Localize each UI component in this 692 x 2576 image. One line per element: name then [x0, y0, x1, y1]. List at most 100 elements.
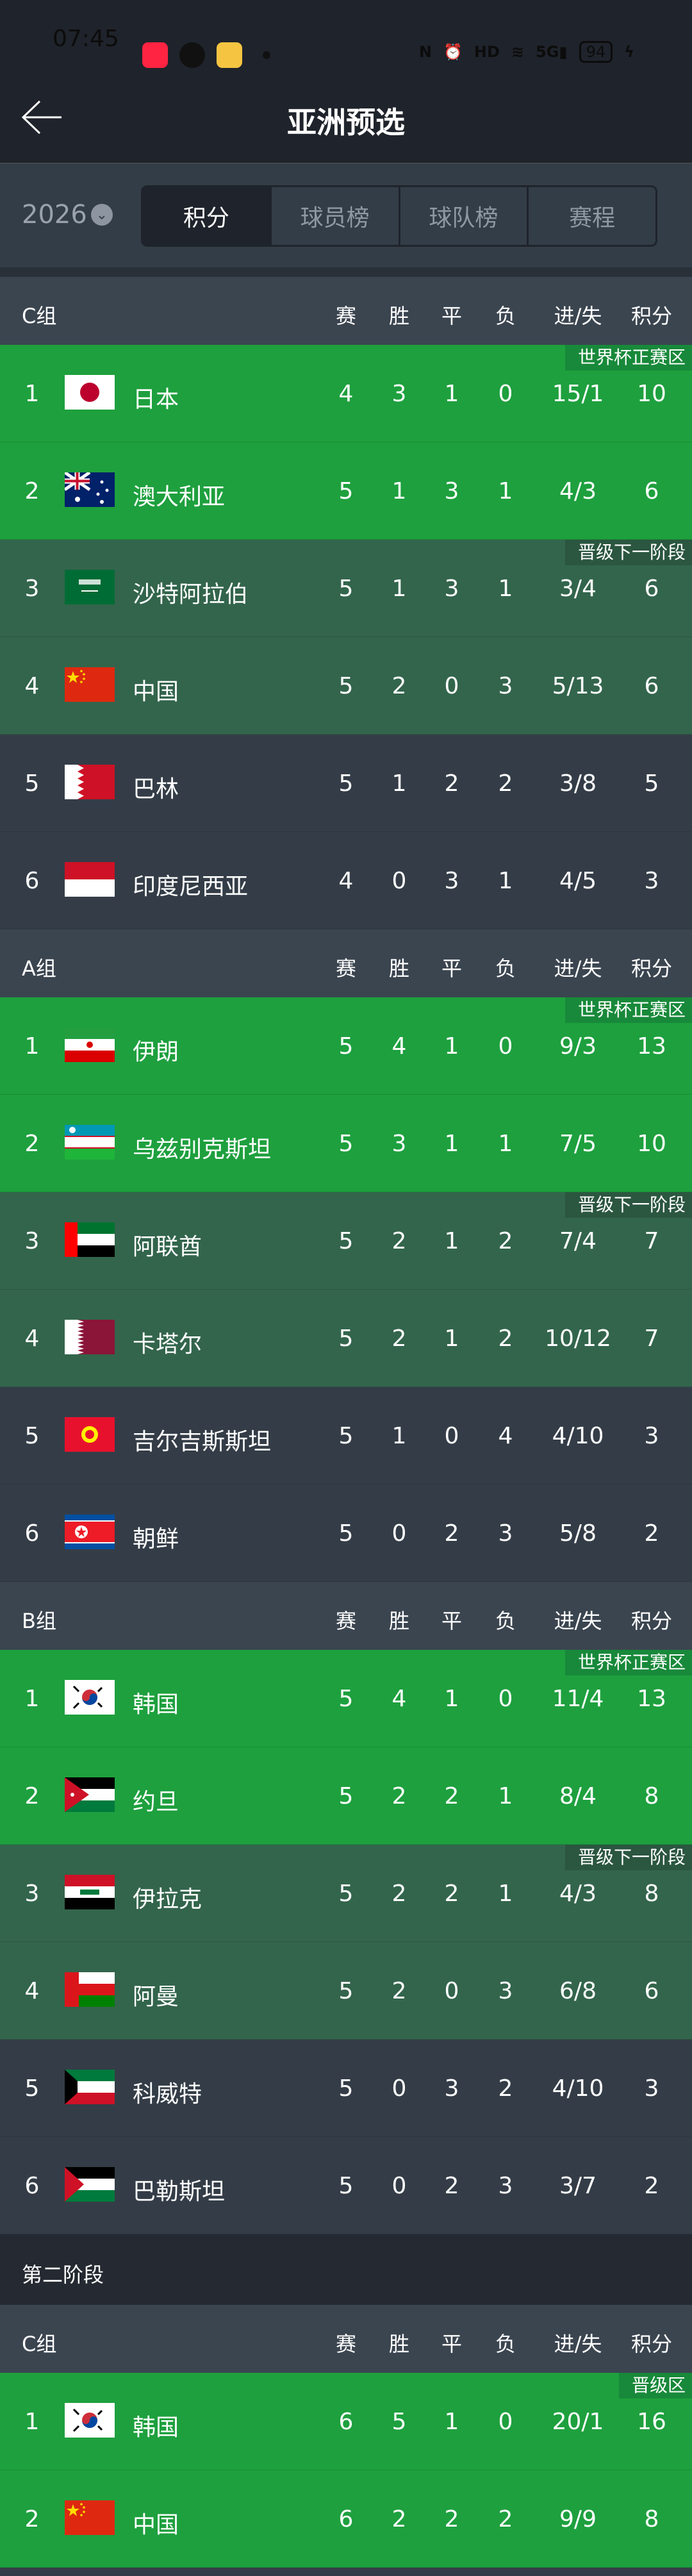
team-row[interactable]: 4 阿曼 5 2 0 3 6/8 6: [0, 1942, 692, 2040]
team-lost: 4: [498, 1423, 513, 1449]
team-name: 中国: [133, 679, 179, 705]
team-row[interactable]: 5 巴林 5 1 2 2 3/8 5: [0, 735, 692, 832]
tab-player-rankings[interactable]: 球员榜: [271, 187, 399, 245]
column-header-points: 积分: [630, 2332, 673, 2356]
team-rank: 3: [24, 1881, 40, 1907]
team-row[interactable]: 晋级下一阶段 3 阿联酋 5 2 1 2 7/4 7: [0, 1192, 692, 1290]
team-name: 伊拉克: [133, 1886, 202, 1913]
tab-standings[interactable]: 积分: [143, 187, 270, 245]
team-name: 约旦: [133, 1789, 179, 1815]
team-played: 5: [338, 1033, 354, 1059]
team-goals: 20/1: [552, 2409, 604, 2435]
team-row[interactable]: 2 中国 6 2 2 2 9/9 8: [0, 2470, 692, 2568]
team-goals: 7/5: [559, 1131, 597, 1157]
team-row[interactable]: 世界杯正赛区 1 伊朗 5 4 1 0 9/3 13: [0, 997, 692, 1095]
team-played: 5: [338, 1783, 354, 1809]
team-row[interactable]: 世界杯正赛区 1 韩国 5 4 1 0 11/4 13: [0, 1650, 692, 1747]
team-drawn: 3: [444, 576, 459, 602]
group-name: C组: [22, 2332, 57, 2356]
column-header-drawn: 平: [441, 304, 463, 328]
divider: [0, 267, 692, 277]
team-goals: 10/12: [545, 1325, 611, 1352]
year-selector[interactable]: 2026 ⌄: [22, 200, 113, 229]
team-goals: 6/8: [559, 1978, 597, 2004]
team-goals: 3/4: [559, 576, 597, 602]
kuwait-flag-icon: [65, 2070, 115, 2104]
team-drawn: 2: [444, 1783, 459, 1809]
team-row[interactable]: 6 巴勒斯坦 5 0 2 3 3/7 2: [0, 2137, 692, 2234]
team-points: 13: [637, 1033, 666, 1059]
team-row[interactable]: 6 朝鲜 5 0 2 3 5/8 2: [0, 1484, 692, 1582]
team-won: 0: [391, 868, 407, 894]
arrow-left-icon[interactable]: [21, 96, 63, 138]
saudi-flag-icon: [65, 570, 115, 604]
team-rank: 1: [24, 1686, 40, 1712]
team-played: 5: [338, 673, 354, 699]
standings-list: C组赛胜平负进/失 积分 世界杯正赛区 1 日本 4 3 1 0 15/1 10 2 澳大利亚 5 1 3 1 4…: [0, 277, 692, 2568]
team-rank: 6: [24, 1520, 40, 1547]
group-header: C组 赛 胜 平 负 进/失 积分: [0, 2305, 692, 2373]
team-rank: 6: [24, 868, 40, 894]
team-row[interactable]: 晋级区 1 韩国 6 5 1 0 20/1 16: [0, 2373, 692, 2470]
uzbekistan-flag-icon: [65, 1125, 115, 1159]
team-row[interactable]: 5 科威特 5 0 3 2 4/10 3: [0, 2040, 692, 2137]
team-played: 5: [338, 1881, 354, 1907]
team-won: 1: [391, 576, 407, 602]
team-rank: 4: [24, 1325, 40, 1352]
team-row[interactable]: 2 约旦 5 2 2 1 8/4 8: [0, 1747, 692, 1845]
team-goals: 15/1: [552, 381, 604, 407]
team-drawn: 2: [444, 2173, 459, 2199]
team-row[interactable]: 晋级下一阶段 3 伊拉克 5 2 2 1 4/3 8: [0, 1845, 692, 1942]
team-drawn: 2: [444, 2506, 459, 2532]
team-rank: 1: [24, 2409, 40, 2435]
column-header-points: 积分: [630, 304, 673, 328]
team-drawn: 1: [444, 1033, 459, 1059]
team-lost: 0: [498, 1033, 513, 1059]
team-name: 日本: [133, 386, 179, 413]
team-points: 13: [637, 1686, 666, 1712]
team-row[interactable]: 2 乌兹别克斯坦 5 3 1 1 7/5 10: [0, 1095, 692, 1192]
team-played: 4: [338, 381, 354, 407]
zone-badge: 晋级区: [618, 2373, 692, 2398]
team-won: 2: [391, 1228, 407, 1254]
zone-badge: 晋级下一阶段: [564, 1192, 692, 1218]
team-row[interactable]: 4 卡塔尔 5 2 1 2 10/12 7: [0, 1290, 692, 1387]
team-row[interactable]: 2 澳大利亚 5 1 3 1 4/3 6: [0, 442, 692, 540]
column-header-lost: 负: [495, 2332, 516, 2356]
team-rank: 5: [24, 2075, 40, 2102]
team-won: 2: [391, 1325, 407, 1352]
team-row[interactable]: 6 印度尼西亚 4 0 3 1 4/5 3: [0, 832, 692, 929]
team-name: 吉尔吉斯斯坦: [133, 1429, 272, 1455]
team-points: 8: [644, 1783, 659, 1809]
team-name: 韩国: [133, 2414, 179, 2441]
team-won: 2: [391, 1783, 407, 1809]
xiaohongshu-app-icon: [142, 42, 168, 68]
team-row[interactable]: 5 吉尔吉斯斯坦 5 1 0 4 4/10 3: [0, 1387, 692, 1484]
team-won: 4: [391, 1686, 407, 1712]
column-header-won: 胜: [388, 1609, 410, 1633]
team-goals: 4/5: [559, 868, 597, 894]
team-row[interactable]: 4 中国 5 2 0 3 5/13 6: [0, 637, 692, 735]
kyrgyzstan-flag-icon: [65, 1417, 115, 1452]
charging-icon: ϟ: [624, 43, 634, 61]
settings-app-icon: [179, 42, 205, 68]
team-drawn: 0: [444, 1978, 459, 2004]
column-header-lost: 负: [495, 956, 516, 981]
team-played: 5: [338, 1686, 354, 1712]
team-lost: 0: [498, 2409, 513, 2435]
team-drawn: 1: [444, 381, 459, 407]
team-rank: 1: [24, 1033, 40, 1059]
team-name: 伊朗: [133, 1039, 179, 1065]
team-goals: 4/3: [559, 478, 597, 504]
team-points: 16: [637, 2409, 666, 2435]
team-lost: 1: [498, 1881, 513, 1907]
team-played: 4: [338, 868, 354, 894]
tab-schedule[interactable]: 赛程: [529, 187, 655, 245]
team-row[interactable]: 晋级下一阶段 3 沙特阿拉伯 5 1 3 1 3/4 6: [0, 540, 692, 637]
team-won: 2: [391, 673, 407, 699]
column-header-played: 赛: [335, 2332, 357, 2356]
tab-team-rankings[interactable]: 球队榜: [400, 187, 527, 245]
app-header: 亚洲预选: [0, 77, 692, 163]
team-name: 乌兹别克斯坦: [133, 1136, 272, 1163]
team-row[interactable]: 世界杯正赛区 1 日本 4 3 1 0 15/1 10: [0, 345, 692, 442]
